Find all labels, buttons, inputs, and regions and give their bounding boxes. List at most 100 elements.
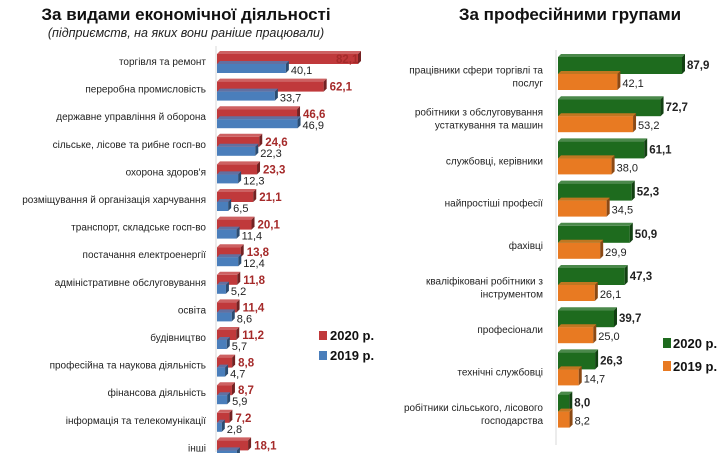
value-label-2020: 62,1 [330, 82, 353, 94]
value-label-2020: 13,8 [247, 247, 270, 259]
bar-2020-side [259, 133, 263, 147]
bar-2020-side [251, 216, 255, 230]
value-label-2020: 39,7 [619, 313, 641, 325]
value-label-2020: 21,1 [259, 192, 282, 204]
bar-2019-side [238, 171, 242, 184]
bar-2020 [217, 192, 254, 202]
bar-2020 [217, 330, 237, 340]
value-label-2019: 11,6 [242, 451, 263, 453]
bar-2020-side [358, 51, 361, 64]
bar-2019-side [231, 309, 235, 322]
bar-2019-side [593, 324, 597, 344]
bar-2020-top [217, 354, 236, 358]
bar-2020-side [614, 307, 618, 328]
bar-2019-side [236, 447, 240, 453]
bar-2020 [217, 412, 230, 423]
bar-2019-top [217, 281, 229, 285]
bar-2020-side [237, 271, 241, 285]
left-category-label: будівництво [150, 332, 206, 344]
bar-2019-top [217, 226, 240, 230]
bar-2019-top [217, 337, 230, 340]
bar-2019 [558, 411, 570, 428]
bar-2019 [217, 312, 232, 322]
bar-2020 [558, 57, 682, 74]
left-category-label: інформація та телекомунікації [66, 415, 206, 427]
value-label-2019: 46,9 [303, 120, 324, 132]
bar-2019-top [217, 309, 235, 313]
bar-2020-top [217, 78, 327, 82]
bar-2020 [558, 268, 625, 285]
bar-2020-top [217, 299, 240, 303]
right-category-label: робітники з обслуговування [415, 107, 543, 119]
bar-2020-side [236, 327, 240, 340]
bar-2019 [217, 202, 229, 211]
value-label-2020: 52,3 [637, 187, 659, 199]
bar-2020-top [558, 265, 628, 268]
bar-2020 [558, 99, 661, 117]
bar-2020 [217, 81, 324, 92]
bar-2019-side [578, 366, 582, 386]
value-label-2019: 12,3 [243, 175, 264, 187]
value-label-2019: 34,5 [612, 205, 633, 217]
bar-2019 [558, 74, 618, 90]
left-category-label: торгівля та ремонт [119, 57, 206, 68]
bar-2019-side [225, 281, 229, 294]
bar-2020 [217, 54, 358, 64]
value-label-2020: 8,7 [238, 385, 254, 397]
bar-2020-side [644, 138, 648, 159]
value-label-2019: 2,8 [227, 424, 242, 436]
bar-2020 [217, 385, 232, 396]
bar-2019 [217, 284, 226, 294]
right-category-label: працівники сфери торгівлі та [409, 65, 543, 77]
legend-label: 2020 р. [673, 336, 717, 351]
bar-2020-top [558, 222, 633, 226]
bar-2019-top [558, 408, 573, 412]
bar-2019-top [217, 447, 240, 451]
bar-2020-side [253, 189, 257, 202]
bar-2019 [217, 450, 237, 453]
left-category-label: адміністративне обслуговування [55, 277, 206, 289]
bar-2019-side [569, 408, 573, 428]
bar-2019-side [221, 419, 225, 432]
left-category-label: переробна промисловість [85, 84, 206, 96]
bar-2020-top [217, 133, 263, 137]
bar-2019-top [217, 419, 225, 423]
bar-2019-top [558, 113, 637, 117]
bar-2019-top [217, 364, 229, 368]
value-label-2019: 5,9 [232, 396, 247, 408]
bar-2019-top [217, 392, 231, 396]
right-category-label: господарства [481, 416, 543, 427]
bar-2020-top [558, 138, 648, 142]
value-label-2019: 42,1 [622, 78, 643, 90]
value-label-2019: 53,2 [638, 120, 659, 132]
bar-2019-top [217, 199, 232, 202]
value-label-2020: 23,3 [263, 164, 285, 176]
bar-2019 [558, 327, 594, 344]
bar-2019-side [600, 239, 604, 259]
bar-2020-side [629, 222, 633, 243]
bar-2020-top [217, 271, 241, 275]
value-label-2019: 26,1 [600, 289, 621, 301]
value-label-2020: 72,7 [666, 102, 688, 114]
value-label-2019: 5,2 [231, 286, 246, 298]
bar-2019-side [297, 116, 301, 129]
legend-label: 2019 р. [330, 348, 374, 363]
value-label-2020: 11,8 [243, 275, 265, 287]
bar-2019-top [217, 116, 301, 120]
bar-2019-side [633, 113, 637, 133]
bar-2019 [217, 91, 275, 101]
bar-2019 [217, 340, 227, 349]
bar-2020 [558, 141, 645, 159]
value-label-2019: 38,0 [617, 162, 638, 174]
bar-2020 [558, 183, 632, 201]
value-label-2019: 8,2 [575, 416, 590, 428]
right-category-label: найпростіші професії [445, 198, 544, 210]
left-chart-title: За видами економічної діяльності [41, 5, 330, 24]
bar-2020-top [217, 51, 361, 54]
value-label-2019: 22,3 [260, 148, 281, 160]
bar-2020 [217, 302, 237, 313]
bar-2019 [217, 146, 256, 156]
value-label-2019: 4,7 [230, 369, 245, 381]
bar-2020-top [558, 349, 599, 353]
bar-2020-side [231, 382, 235, 396]
